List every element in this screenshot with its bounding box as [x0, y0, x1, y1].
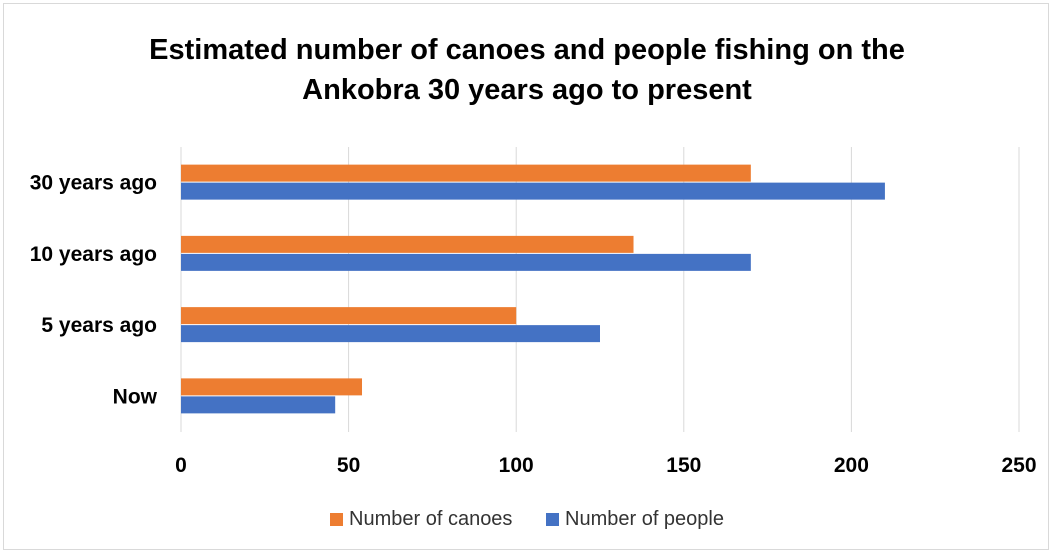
legend: Number of canoes Number of people	[0, 508, 1054, 532]
y-category-label: Now	[113, 385, 158, 408]
bar-canoes	[181, 378, 363, 396]
x-tick-label: 50	[337, 454, 360, 477]
bar-canoes	[181, 235, 634, 253]
legend-item-canoes: Number of canoes	[330, 508, 512, 531]
chart-title-line-1: Estimated number of canoes and people fi…	[149, 34, 905, 66]
bar-people	[181, 396, 336, 414]
x-tick-label: 250	[1001, 454, 1036, 477]
legend-swatch-people	[546, 513, 559, 526]
bar-people	[181, 253, 751, 271]
y-category-label: 5 years ago	[41, 314, 157, 337]
bar-people	[181, 325, 600, 343]
bar-canoes	[181, 307, 517, 325]
y-category-label: 30 years ago	[30, 172, 157, 195]
x-tick-label: 0	[175, 454, 187, 477]
legend-item-people: Number of people	[546, 508, 724, 531]
bar-canoes	[181, 164, 751, 182]
chart-frame	[3, 3, 1049, 550]
x-tick-label: 100	[499, 454, 534, 477]
bar-people	[181, 182, 885, 200]
x-tick-label: 150	[666, 454, 701, 477]
y-category-label: 10 years ago	[30, 243, 157, 266]
chart-title: Estimated number of canoes and people fi…	[0, 30, 1054, 110]
x-tick-label: 200	[834, 454, 869, 477]
legend-label-people: Number of people	[565, 508, 724, 530]
chart-title-line-2: Ankobra 30 years ago to present	[302, 74, 752, 106]
legend-swatch-canoes	[330, 513, 344, 526]
legend-label-canoes: Number of canoes	[349, 508, 513, 530]
